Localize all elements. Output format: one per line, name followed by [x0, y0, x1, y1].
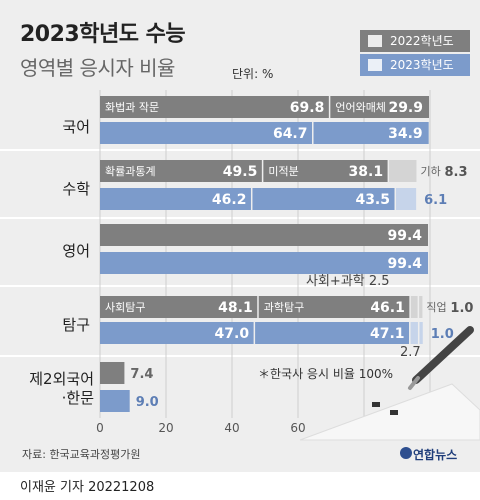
data-label: 48.1: [218, 300, 253, 316]
data-label: 6.1: [424, 193, 447, 208]
data-label: 1.0: [450, 301, 473, 316]
chart-plot: 020406080100화법과 작문69.8언어와매체29.964.734.9확…: [0, 90, 480, 441]
chart-subtitle: 영역별 응시자 비율: [20, 56, 175, 80]
data-label: 34.9: [388, 126, 423, 142]
bar-segment: [100, 160, 262, 182]
data-label: 7.4: [130, 367, 153, 382]
bar-segment: [255, 322, 410, 344]
bar-segment: [100, 390, 130, 412]
chart-note: ＊한국사 응시 비율 100%: [258, 367, 393, 381]
category-label-inquiry: 탐구: [62, 316, 90, 334]
bar-segment: [410, 322, 418, 344]
data-label: 49.5: [223, 164, 258, 180]
category-label-math: 수학: [62, 180, 90, 198]
segment-name-label: 언어와매체: [335, 101, 386, 114]
byline: 이재윤 기자 20221208: [20, 480, 155, 495]
data-label: 99.4: [387, 256, 422, 272]
bar-segment: [330, 96, 430, 118]
bar-segment: [258, 296, 410, 318]
omr-mark-icon: [372, 402, 380, 407]
segment-name-label: 미적분: [268, 165, 298, 178]
bar-segment: [100, 122, 313, 144]
footer-bar: 이재윤 기자 20221208: [0, 472, 480, 500]
category-label-english: 영어: [62, 242, 90, 260]
legend-swatch-icon: [368, 59, 382, 71]
legend-swatch-icon: [368, 35, 382, 47]
bar-segment: [100, 362, 125, 384]
bar-segment: [389, 160, 417, 182]
x-tick-label: 0: [96, 421, 104, 435]
data-label: 9.0: [136, 395, 159, 410]
bar-segment: [100, 322, 254, 344]
unit-label: 단위: %: [232, 67, 274, 81]
x-tick-label: 60: [290, 421, 305, 435]
pen-tip-icon: [408, 376, 420, 390]
omr-mark-icon: [390, 410, 398, 415]
category-label-korean: 국어: [62, 118, 90, 136]
infographic-card: 2023학년도 수능 영역별 응시자 비율 단위: % 2022학년도 2023…: [0, 0, 480, 472]
bar-segment: [396, 188, 417, 210]
segment-name-label: 과학탐구: [264, 301, 304, 314]
data-label: 38.1: [349, 164, 384, 180]
chart-title: 2023학년도 수능: [20, 22, 186, 47]
pen-icon: [412, 326, 474, 384]
logo-text: 연합뉴스: [413, 448, 458, 462]
legend-item-2023: 2023학년도: [360, 54, 470, 76]
segment-name-label: 화법과 작문: [105, 101, 159, 114]
bar-segment: [419, 322, 423, 344]
segment-name-label: 기하: [420, 164, 440, 178]
data-label: 2.7: [400, 345, 421, 360]
source-label: 자료: 한국교육과정평가원: [22, 448, 141, 461]
x-tick-label: 20: [158, 421, 173, 435]
data-label: 46.1: [370, 300, 405, 316]
category-label-second-language: 제2외국어 ·한문: [29, 370, 94, 407]
legend-label: 2023학년도: [390, 58, 454, 72]
x-tick-label: 40: [224, 421, 239, 435]
data-label: 1.0: [431, 327, 454, 342]
data-label: 99.4: [387, 228, 422, 244]
segment-name-label: 사회탐구: [105, 301, 145, 314]
data-label: 사회+과학 2.5: [306, 274, 390, 289]
legend-label: 2022학년도: [390, 34, 454, 48]
bar-segment: [252, 188, 395, 210]
legend-item-2022: 2022학년도: [360, 30, 470, 52]
bar-segment: [410, 296, 418, 318]
bar-segment: [100, 224, 429, 246]
data-label: 29.9: [388, 100, 423, 116]
bar-segment: [100, 96, 329, 118]
segment-name-label: 확률과통계: [105, 165, 156, 178]
bar-segment: [100, 252, 429, 274]
bar-segment: [419, 296, 423, 318]
bar-segment: [100, 188, 251, 210]
data-label: 47.1: [370, 326, 405, 342]
bar-segment: [313, 122, 429, 144]
data-label: 8.3: [444, 165, 467, 180]
data-label: 47.0: [215, 326, 250, 342]
bar-segment: [100, 296, 258, 318]
bar-segment: [263, 160, 388, 182]
logo-icon: [400, 447, 412, 459]
data-label: 43.5: [355, 192, 390, 208]
segment-name-label: 직업: [426, 301, 446, 314]
data-label: 64.7: [273, 126, 308, 142]
data-label: 69.8: [290, 100, 325, 116]
data-label: 46.2: [212, 192, 247, 208]
